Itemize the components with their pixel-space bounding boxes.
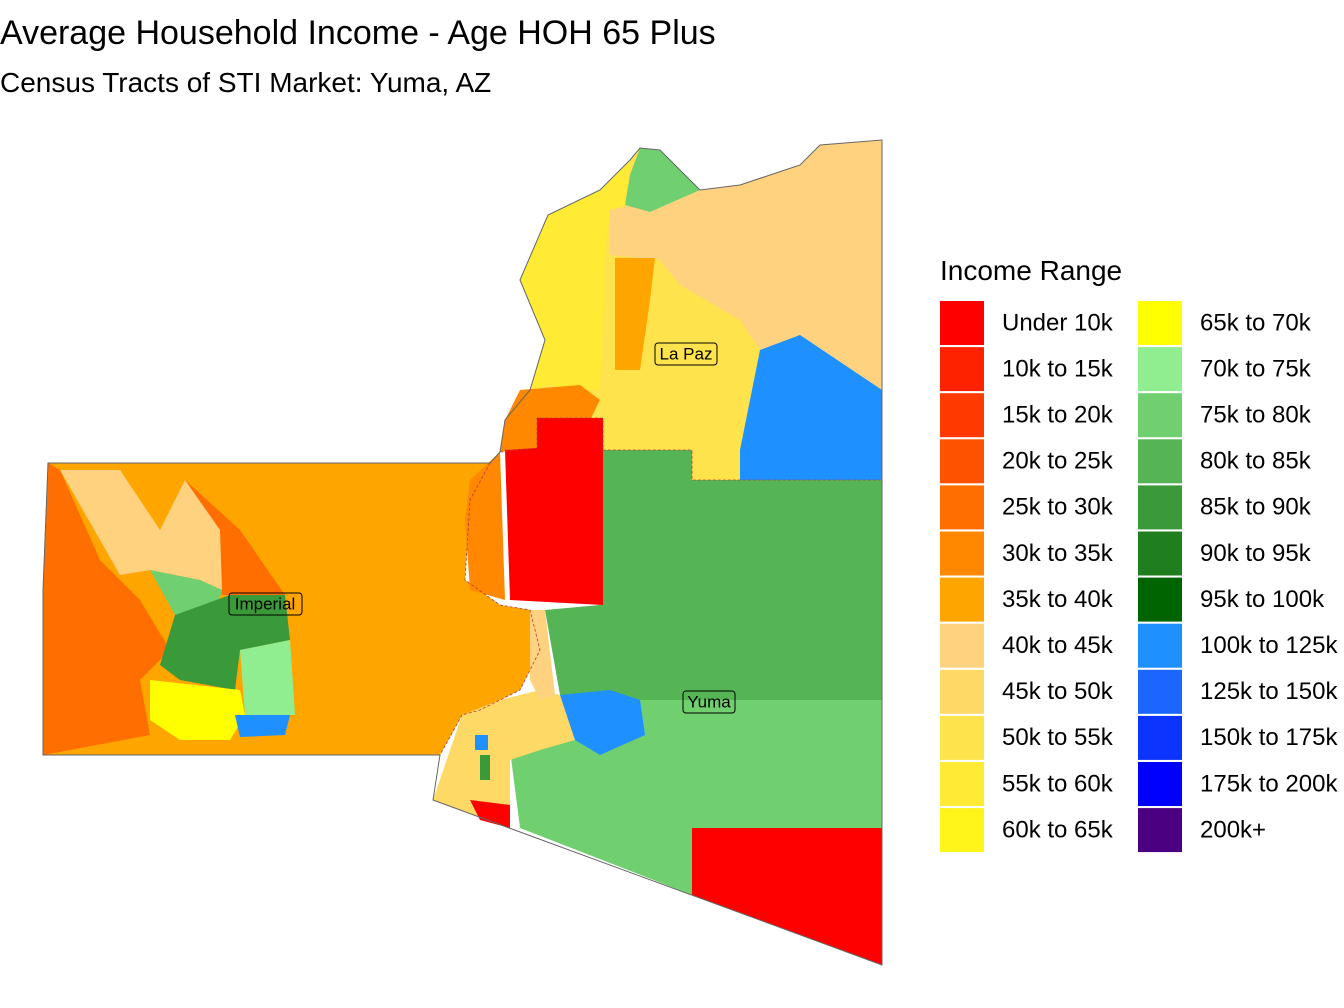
legend-label: 75k to 80k [1200,402,1312,429]
legend-label: 35k to 40k [1002,586,1114,613]
county-labels: La Paz Imperial Yuma [228,342,736,714]
market-outline [42,139,883,966]
legend-swatch [1138,762,1182,806]
county-boundary [499,417,882,481]
legend-label: 200k+ [1200,816,1266,843]
legend-label: 125k to 150k [1200,678,1338,705]
legend-swatch [940,623,984,668]
legend-swatch [1138,669,1182,714]
tract [740,335,882,480]
county-label: La Paz [660,344,713,363]
tract [625,148,700,212]
legend-label: 85k to 90k [1200,494,1312,521]
tract [470,800,510,828]
legend-swatch [1138,485,1182,530]
legend-swatch [1138,623,1182,668]
legend-swatch [940,808,984,853]
legend-label: 90k to 95k [1200,540,1312,567]
tract [60,470,222,590]
tract [545,450,882,700]
tract [615,258,655,370]
legend-swatch [940,669,984,714]
county-label: Imperial [235,594,295,613]
tract [43,463,170,755]
legend-label: 70k to 75k [1200,355,1312,382]
legend-label: 95k to 100k [1200,586,1325,613]
legend-label: Under 10k [1002,309,1114,336]
tract [150,570,222,615]
legend-label: 10k to 15k [1002,355,1114,382]
label-box [228,592,303,616]
legend-swatch [1138,439,1182,484]
legend-swatch [940,531,984,576]
legend-swatch [940,301,984,345]
legend-swatch [940,762,984,806]
map [42,139,883,966]
tract [475,735,488,750]
tract [520,160,630,390]
legend-swatch [1138,347,1182,392]
legend-label: 30k to 35k [1002,540,1114,567]
legend-label: 175k to 200k [1200,770,1338,797]
tract [692,828,882,965]
legend-title: Income Range [940,255,1122,286]
subtitle: Census Tracts of STI Market: Yuma, AZ [0,67,491,98]
county-boundary [439,462,541,756]
tract [185,480,285,595]
legend-label: 45k to 50k [1002,678,1114,705]
legend-label: 80k to 85k [1200,448,1312,475]
tract [610,140,882,390]
legend-label: 25k to 30k [1002,494,1114,521]
legend-swatch [1138,715,1182,760]
tract [433,690,575,828]
tract [465,452,505,600]
tract [160,595,290,690]
legend-swatch [940,439,984,484]
title: Average Household Income - Age HOH 65 Pl… [0,14,716,52]
legend-label: 55k to 60k [1002,770,1114,797]
tract [560,690,645,755]
tract [505,418,603,605]
legend-swatch [1138,531,1182,576]
tract [235,715,290,737]
legend-swatch [940,715,984,760]
tract [530,610,555,700]
legend-label: 65k to 70k [1200,309,1312,336]
legend-label: 150k to 175k [1200,724,1338,751]
legend-swatch [940,485,984,530]
legend-swatch [1138,808,1182,853]
tract [480,755,490,780]
legend-label: 40k to 45k [1002,632,1114,659]
legend-swatch [940,347,984,392]
legend-swatch [940,577,984,622]
county-label: Yuma [687,692,731,711]
legend-label: 15k to 20k [1002,402,1114,429]
legend-swatch [1138,301,1182,345]
tract [240,640,295,715]
legend-swatch [940,393,984,438]
legend-label: 60k to 65k [1002,816,1114,843]
legend-label: 20k to 25k [1002,448,1114,475]
tract [150,680,245,740]
legend-swatch [1138,577,1182,622]
legend-label: 100k to 125k [1200,632,1338,659]
legend: Income Range Under 10k 10k to 15k 15k to 2… [940,255,1338,853]
legend-swatch [1138,393,1182,438]
label-box [654,342,718,366]
label-box [682,690,736,714]
legend-label: 50k to 55k [1002,724,1114,751]
